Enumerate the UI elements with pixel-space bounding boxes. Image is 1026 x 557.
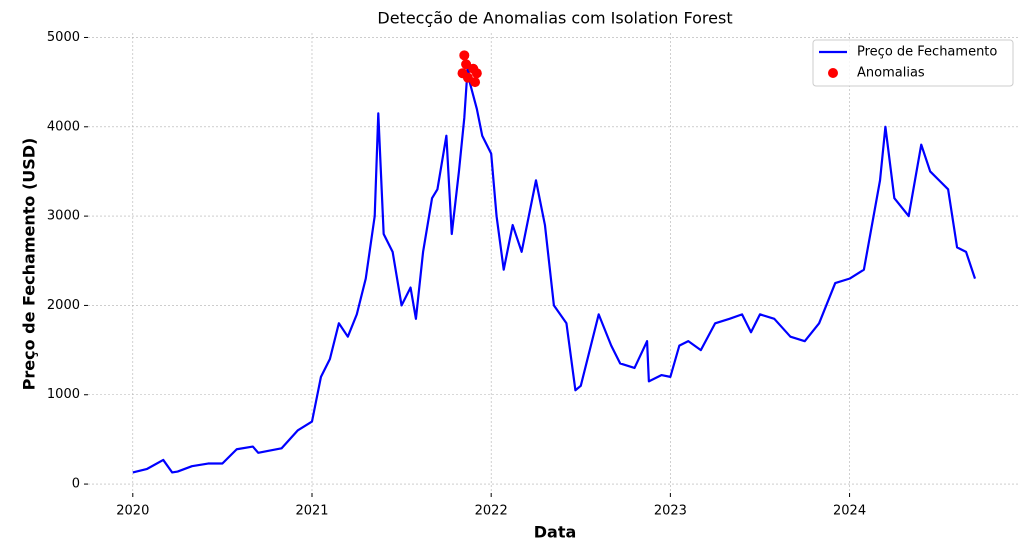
x-tick-label: 2022 [475, 504, 508, 519]
x-tick-label: 2020 [116, 504, 149, 519]
y-tick-label: 2000 [47, 298, 80, 313]
anomaly-point [470, 77, 481, 88]
x-tick-label: 2023 [654, 504, 687, 519]
legend-box [812, 39, 1014, 87]
anomaly-point [471, 68, 482, 79]
anomaly-point [461, 59, 472, 70]
y-tick-label: 0 [72, 477, 80, 492]
legend-label: Preço de Fechamento [857, 45, 997, 60]
legend-label: Anomalias [857, 66, 925, 81]
chart-title: Detecção de Anomalias com Isolation Fore… [377, 9, 732, 28]
x-tick-label: 2021 [295, 504, 328, 519]
y-tick-label: 1000 [47, 387, 80, 402]
x-tick-label: 2024 [833, 504, 866, 519]
y-tick-label: 3000 [47, 209, 80, 224]
y-tick-label: 4000 [47, 119, 80, 134]
y-axis-label: Preço de Fechamento (USD) [20, 138, 39, 391]
legend-marker [828, 68, 838, 78]
price-line [132, 63, 977, 474]
anomaly-point [459, 50, 470, 61]
y-tick-label: 5000 [47, 30, 80, 45]
x-axis-label: Data [534, 523, 577, 542]
anomaly-point [462, 72, 473, 83]
